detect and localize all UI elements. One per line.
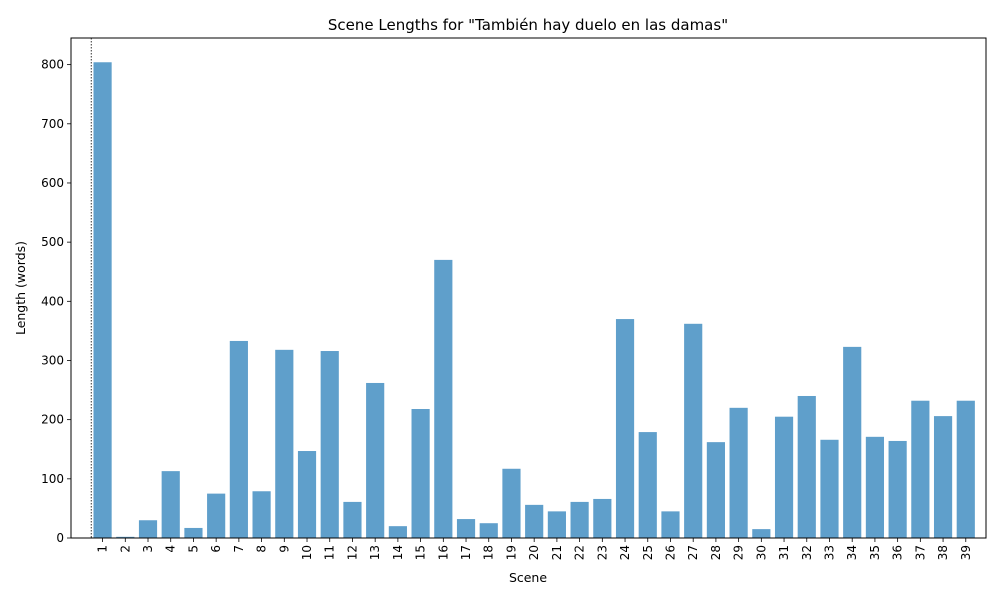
bar-scene-22	[570, 501, 589, 538]
bar-scene-7	[229, 340, 248, 538]
x-tick-label: 16	[436, 545, 450, 560]
bar-scene-38	[933, 416, 953, 538]
bar-scene-4	[161, 471, 180, 538]
bar-scene-19	[502, 468, 521, 538]
bar-scene-2	[116, 536, 135, 538]
x-tick-label: 33	[822, 545, 836, 560]
x-tick-label: 1	[96, 545, 110, 553]
x-tick-label: 3	[141, 545, 155, 553]
bar-scene-27	[684, 323, 703, 538]
bar-scene-34	[843, 346, 862, 538]
y-tick-label: 500	[41, 235, 64, 249]
bar-scene-12	[343, 501, 362, 538]
bar-scene-33	[820, 439, 839, 538]
x-axis-ticks: 1 2 3 4 5 6 7 8 9 10 11 12 13 14 15 16 17 18 19 20 21 22 23 24 2…	[96, 538, 973, 560]
x-tick-label: 11	[323, 545, 337, 560]
x-tick-label: 21	[550, 545, 564, 560]
x-tick-label: 27	[686, 545, 700, 560]
x-tick-label: 36	[891, 545, 905, 560]
x-tick-label: 30	[754, 545, 768, 560]
y-axis-ticks: 0 100 200 300 400 500 600 700 800	[41, 58, 71, 545]
bar-scene-32	[797, 395, 816, 538]
x-tick-label: 13	[368, 545, 382, 560]
bars-group	[93, 62, 975, 539]
x-tick-label: 39	[959, 545, 973, 560]
x-tick-label: 32	[800, 545, 814, 560]
bar-scene-20	[525, 504, 544, 538]
bar-scene-14	[388, 526, 407, 538]
y-tick-label: 600	[41, 176, 64, 190]
y-tick-label: 200	[41, 413, 64, 427]
bar-scene-5	[184, 527, 203, 538]
bar-scene-15	[411, 409, 430, 538]
bar-scene-11	[320, 351, 339, 538]
x-tick-label: 18	[482, 545, 496, 560]
x-tick-label: 38	[936, 545, 950, 560]
bar-scene-37	[911, 400, 930, 538]
x-tick-label: 7	[232, 545, 246, 553]
bar-scene-25	[638, 432, 657, 538]
x-tick-label: 14	[391, 545, 405, 560]
bar-scene-36	[888, 440, 907, 538]
bar-scene-39	[956, 400, 975, 538]
bar-scene-1	[93, 62, 112, 539]
bar-scene-35	[865, 436, 885, 538]
bar-scene-31	[774, 416, 794, 538]
x-tick-label: 20	[527, 545, 541, 560]
x-tick-label: 12	[345, 545, 359, 560]
bar-scene-9	[275, 349, 294, 538]
x-tick-label: 17	[459, 545, 473, 560]
bar-scene-13	[366, 382, 385, 538]
y-tick-label: 800	[41, 58, 64, 72]
x-tick-label: 34	[845, 545, 859, 560]
y-axis-label: Length (words)	[13, 241, 28, 335]
bar-scene-17	[456, 519, 476, 538]
bar-scene-29	[729, 407, 748, 538]
x-tick-label: 23	[595, 545, 609, 560]
plot-frame	[70, 37, 987, 539]
x-tick-label: 2	[118, 545, 132, 553]
bar-scene-28	[706, 442, 725, 538]
x-tick-label: 29	[732, 545, 746, 560]
x-tick-label: 19	[504, 545, 518, 560]
bar-scene-21	[547, 511, 566, 538]
x-tick-label: 28	[709, 545, 723, 560]
x-tick-label: 5	[186, 545, 200, 553]
y-tick-label: 400	[41, 294, 64, 308]
x-tick-label: 15	[414, 545, 428, 560]
x-tick-label: 31	[777, 545, 791, 560]
chart-title: Scene Lengths for "También hay duelo en …	[328, 16, 728, 34]
bar-scene-10	[297, 451, 317, 538]
bar-scene-26	[661, 511, 680, 538]
x-tick-label: 37	[913, 545, 927, 560]
bar-scene-30	[752, 529, 771, 538]
x-tick-label: 22	[573, 545, 587, 560]
x-tick-label: 25	[641, 545, 655, 560]
bar-scene-16	[434, 259, 453, 538]
x-tick-label: 24	[618, 545, 632, 560]
x-tick-label: 6	[209, 545, 223, 553]
x-tick-label: 4	[164, 545, 178, 553]
y-tick-label: 100	[41, 472, 64, 486]
y-tick-label: 700	[41, 117, 64, 131]
x-tick-label: 35	[868, 545, 882, 560]
y-tick-label: 0	[56, 531, 64, 545]
x-tick-label: 9	[277, 545, 291, 553]
bar-scene-23	[593, 498, 612, 538]
y-tick-label: 300	[41, 353, 64, 367]
bar-scene-18	[479, 523, 498, 538]
bar-scene-6	[207, 493, 226, 538]
x-tick-label: 26	[663, 545, 677, 560]
x-tick-label: 8	[255, 545, 269, 553]
x-axis-label: Scene	[509, 570, 547, 585]
x-tick-label: 10	[300, 545, 314, 560]
bar-scene-3	[138, 520, 158, 538]
bar-scene-8	[252, 491, 271, 538]
bar-scene-24	[615, 319, 635, 538]
